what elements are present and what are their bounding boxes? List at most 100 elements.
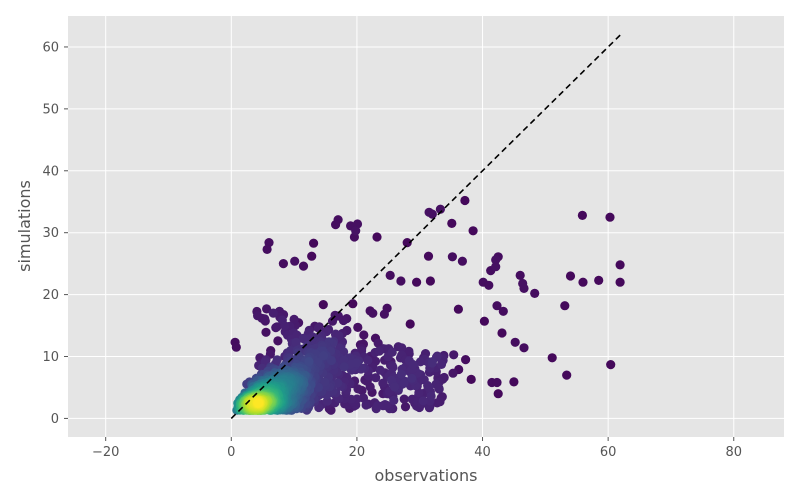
- data-point: [268, 308, 278, 318]
- y-axis-label: simulations: [15, 180, 34, 272]
- data-point: [492, 377, 502, 388]
- x-tick-label: 0: [227, 445, 235, 460]
- data-point: [509, 377, 519, 387]
- data-point: [404, 346, 414, 356]
- data-point: [319, 351, 329, 361]
- data-point: [497, 328, 507, 338]
- data-point: [399, 378, 409, 388]
- data-point: [427, 209, 437, 219]
- y-tick-label: 20: [42, 288, 59, 303]
- data-point: [262, 244, 272, 254]
- one-to-one-line: [230, 34, 622, 419]
- data-point: [396, 276, 406, 286]
- y-tick-label: 30: [42, 226, 59, 241]
- data-point: [519, 283, 529, 293]
- data-point: [361, 400, 371, 410]
- data-point: [510, 337, 520, 347]
- data-point: [372, 232, 382, 242]
- data-point: [415, 357, 426, 367]
- data-point: [435, 204, 445, 214]
- data-point: [498, 306, 508, 316]
- data-point: [547, 353, 557, 363]
- data-point: [273, 336, 283, 346]
- data-point: [606, 360, 616, 370]
- data-point: [309, 238, 319, 248]
- y-axis-ticks: 0 10 20 30 40 50 60: [42, 40, 68, 427]
- data-point: [479, 316, 489, 326]
- data-point: [313, 382, 324, 392]
- data-point: [313, 357, 323, 367]
- data-point: [291, 337, 301, 347]
- data-point: [434, 383, 444, 393]
- data-point: [418, 396, 428, 406]
- data-point: [461, 355, 471, 365]
- data-point: [468, 226, 478, 236]
- data-point: [359, 330, 369, 340]
- data-point: [578, 277, 588, 287]
- y-tick-label: 60: [42, 40, 59, 55]
- data-point: [379, 309, 389, 319]
- x-tick-label: 60: [600, 445, 617, 460]
- data-point: [436, 359, 447, 369]
- data-point: [399, 394, 409, 404]
- data-point: [460, 195, 470, 206]
- data-point: [375, 365, 385, 375]
- data-point: [390, 382, 400, 392]
- data-point: [484, 280, 494, 290]
- data-point: [448, 368, 458, 378]
- data-point: [387, 347, 397, 357]
- data-point: [260, 314, 270, 324]
- data-point: [565, 271, 576, 281]
- data-point: [371, 373, 381, 383]
- data-point: [385, 270, 395, 280]
- y-tick-label: 0: [51, 412, 59, 427]
- data-point: [560, 301, 570, 311]
- data-point: [318, 300, 328, 310]
- data-points: [230, 195, 625, 415]
- data-point: [368, 308, 378, 318]
- data-point: [492, 301, 502, 311]
- data-point: [363, 355, 373, 365]
- data-point: [231, 342, 241, 352]
- data-point: [298, 261, 309, 271]
- data-point: [320, 377, 330, 387]
- data-point: [272, 322, 282, 332]
- reference-line-group: [230, 34, 622, 419]
- data-point: [396, 369, 406, 379]
- data-point: [353, 322, 363, 332]
- data-point: [253, 311, 263, 321]
- data-point: [491, 255, 501, 265]
- x-axis-label: observations: [375, 466, 478, 485]
- data-point: [389, 395, 399, 405]
- data-point: [423, 381, 433, 391]
- data-point: [405, 319, 415, 329]
- data-point: [378, 401, 388, 411]
- data-point: [457, 256, 467, 266]
- data-point: [353, 384, 363, 394]
- data-point: [453, 304, 463, 314]
- data-point: [378, 378, 388, 388]
- x-tick-label: 40: [474, 445, 491, 460]
- data-point: [261, 327, 271, 337]
- data-point: [519, 343, 529, 353]
- data-point: [449, 350, 459, 360]
- x-axis-ticks: −20 0 20 40 60 80: [92, 437, 742, 460]
- data-point: [397, 343, 407, 353]
- x-tick-label: −20: [92, 445, 119, 460]
- data-point: [615, 277, 625, 287]
- data-point: [400, 402, 411, 412]
- data-point: [290, 256, 300, 266]
- data-point: [339, 362, 349, 372]
- data-point: [466, 374, 476, 384]
- y-tick-label: 40: [42, 164, 59, 179]
- y-tick-label: 10: [42, 350, 59, 365]
- data-point: [280, 321, 290, 331]
- data-point: [408, 359, 418, 370]
- data-point: [351, 226, 361, 236]
- data-point: [272, 355, 282, 365]
- data-point: [407, 373, 417, 383]
- data-point: [594, 275, 604, 285]
- data-point: [348, 299, 358, 309]
- data-point: [447, 218, 457, 228]
